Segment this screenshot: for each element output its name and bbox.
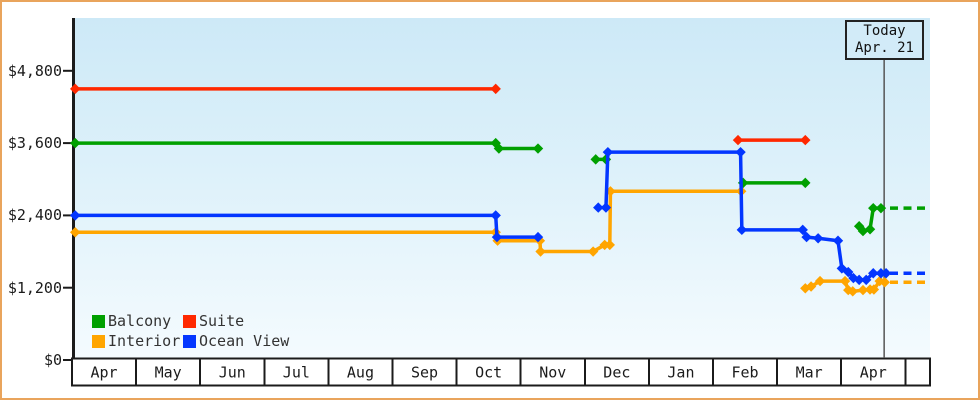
series-marker[interactable] [604,239,615,251]
series-marker[interactable] [874,275,885,287]
series-marker[interactable] [800,283,811,294]
series-marker[interactable] [70,83,81,95]
series-marker[interactable] [839,275,851,287]
month-label: Apr [860,364,887,382]
series-line-ocean-view[interactable] [75,213,539,239]
y-axis-label: $2,400 [7,206,62,225]
month-cell [583,357,650,387]
series-marker[interactable] [590,154,601,165]
series-line-ocean-view[interactable] [598,150,887,282]
month-label: Aug [347,364,374,382]
series-marker[interactable] [736,224,748,236]
series-marker[interactable] [735,146,746,158]
series-marker[interactable] [490,210,501,221]
series-marker[interactable] [814,275,826,287]
series-marker[interactable] [535,246,546,257]
month-label: Jul [283,364,310,382]
y-axis-label: $1,200 [7,278,62,297]
series-marker[interactable] [868,202,879,214]
series-marker[interactable] [879,277,890,288]
month-label: Mar [796,364,823,382]
series-marker[interactable] [812,233,824,244]
month-cell [904,357,931,387]
series-marker[interactable] [605,186,616,197]
legend-item-ocean-view: Ocean View [183,332,290,350]
month-label: Sep [411,364,438,382]
series-marker[interactable] [587,246,599,257]
series-marker[interactable] [532,231,544,243]
legend-label: Ocean View [199,332,290,350]
legend-label: Suite [199,312,245,330]
month-label: Nov [539,364,566,382]
series-marker[interactable] [857,225,869,237]
month-label: Feb [732,364,759,382]
series-marker[interactable] [880,268,892,279]
series-marker[interactable] [532,143,544,154]
series-marker[interactable] [836,263,848,274]
series-marker[interactable] [600,202,612,213]
month-cell [71,357,138,387]
series-marker[interactable] [801,231,812,243]
series-marker[interactable] [853,221,865,232]
month-label: Jan [667,364,694,382]
month-label: Oct [475,364,502,382]
legend-swatch [183,314,196,328]
series-marker[interactable] [805,281,817,292]
month-cell [199,357,266,387]
legend-label: Balcony [108,312,172,330]
legend-item-balcony: Balcony [92,312,172,330]
series-marker[interactable] [797,224,808,236]
series-marker[interactable] [864,224,876,235]
today-label: Today [863,23,906,39]
series-marker[interactable] [70,227,81,238]
series-marker[interactable] [493,143,505,154]
month-label: Apr [91,364,118,382]
plot-area[interactable] [72,18,930,358]
y-axis-label: $3,600 [7,134,62,153]
series-marker[interactable] [70,210,81,221]
series-marker[interactable] [853,274,865,286]
series-marker[interactable] [843,284,854,296]
month-label: Dec [603,364,630,382]
series-marker[interactable] [868,284,880,295]
legend-swatch [92,334,105,348]
series-marker[interactable] [857,284,869,296]
series-marker[interactable] [875,202,887,214]
series-marker[interactable] [593,202,604,213]
series-marker[interactable] [732,134,744,146]
legend-item-interior: Interior [92,332,181,350]
series-marker[interactable] [800,177,811,189]
y-axis-label: $0 [43,351,62,369]
series-marker[interactable] [868,268,879,279]
legend-swatch [183,334,196,348]
series-marker[interactable] [491,231,503,243]
y-axis-label: $4,800 [7,61,62,80]
series-marker[interactable] [490,83,501,95]
series-marker[interactable] [843,266,854,278]
legend-label: Interior [108,332,181,350]
series-marker[interactable] [70,137,81,149]
today-marker: Today Apr. 21 [845,20,924,60]
series-line-balcony[interactable] [75,141,539,151]
series-marker[interactable] [800,134,811,146]
month-cell [455,357,522,387]
today-date: Apr. 21 [854,40,914,56]
legend-item-suite: Suite [183,312,245,330]
series-marker[interactable] [737,177,749,189]
series-line-interior[interactable] [75,189,742,254]
month-cell [712,357,779,387]
series-marker[interactable] [860,274,872,286]
series-marker[interactable] [534,235,546,246]
series-marker[interactable] [832,235,844,246]
series-marker[interactable] [847,286,858,297]
month-label: May [155,364,182,382]
month-label: Jun [219,364,246,382]
legend-swatch [92,314,105,328]
month-cell [840,357,907,387]
month-cell [519,357,586,387]
series-marker[interactable] [602,146,614,158]
